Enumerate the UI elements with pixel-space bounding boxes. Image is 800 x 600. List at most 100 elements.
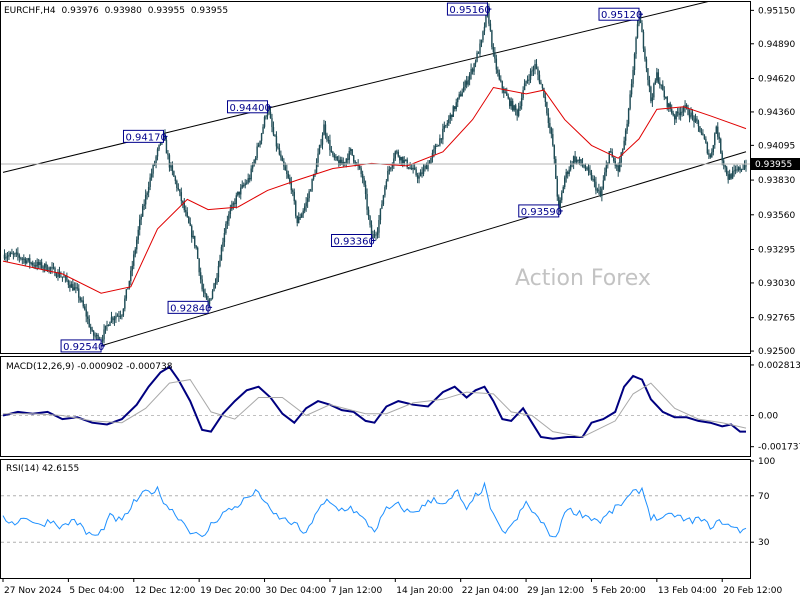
candle-body [244,183,246,186]
rsi-title: RSI(14) 42.6155 [6,464,79,474]
candle-body [601,188,603,197]
candle-body [682,107,685,112]
candle-body [599,191,602,197]
candle-body [584,167,587,170]
time-tick-label: 5 Feb 20:00 [592,586,646,596]
candle-body [43,263,46,268]
candle-body [409,167,411,169]
candle-body [222,242,224,248]
candle-body [471,68,474,72]
candle-body [234,203,236,205]
candle-body [167,153,169,156]
price-tick-label: 0.94360 [758,108,795,118]
candle-body [656,72,658,81]
candle-body [477,52,480,54]
candle-body [303,206,306,211]
candle-body [128,281,131,289]
candle-body [613,157,615,161]
candle-body [259,140,261,145]
candle-body [400,157,402,161]
time-tick-label: 19 Dec 20:00 [200,586,261,596]
rsi-line [2,481,747,538]
candle-body [476,52,478,62]
candle-body [565,171,567,178]
candle-body [320,144,322,146]
candle-body [721,152,723,161]
candle-body [538,74,541,83]
macd-tick-label: 0.00 [758,411,778,421]
swing-label: 0.93360 [334,237,375,248]
candle-body [489,23,492,31]
candle-body [173,171,175,177]
candle-body [191,225,193,238]
candle-body [232,203,235,205]
candle-body [633,53,636,70]
candle-body [106,325,108,327]
swing-label: 0.92840 [170,303,211,314]
candle-body [360,168,362,174]
candle-body [95,334,98,336]
candle-body [107,325,110,327]
candle-body [286,170,288,174]
candle-body [697,121,700,127]
candle-body [678,113,680,116]
candle-body [390,167,392,170]
candle-body [57,271,59,277]
candle-body [712,145,715,153]
candle-body [363,178,365,185]
candle-body [293,191,295,202]
candle-body [470,68,472,75]
price-tick-label: 0.94095 [758,141,795,151]
candle-body [711,152,713,158]
swing-label-box [227,100,269,114]
candle-body [446,123,449,126]
candle-body [26,260,28,264]
candle-body [336,156,339,161]
candle-body [333,155,336,158]
candle-body [482,31,484,40]
candle-body [626,123,628,131]
candle-body [193,235,196,246]
candle-body [60,276,62,278]
swing-label-box [60,339,102,353]
candle-body [528,79,530,81]
candle-body [745,165,747,167]
swing-label: 0.92540 [63,342,104,353]
swing-label: 0.94170 [125,132,166,143]
candle-body [443,125,446,129]
candle-body [520,98,523,107]
candle-body [139,219,141,230]
candle-body [525,80,527,84]
candle-body [183,202,185,211]
candle-body [393,158,395,164]
candle-body [458,94,460,98]
candle-body [662,84,664,91]
candle-body [342,162,344,165]
watermark: Action Forex [515,266,651,291]
candle-body [714,133,716,146]
candle-body [156,149,159,157]
candle-body [335,156,337,158]
candle-body [604,172,606,181]
candle-body [287,173,290,178]
price-tick-label: 0.94890 [758,40,795,50]
swing-label-box [518,204,560,218]
candle-body [247,178,249,183]
candle-body [277,146,279,149]
macd-signal-line [3,379,747,438]
candle-body [688,114,691,118]
candle-body [36,261,38,267]
time-tick-label: 14 Jan 20:00 [396,586,453,596]
candle-body [269,111,272,119]
candle-body [326,134,328,140]
macd-tick-label: -0.001737 [758,443,800,453]
candle-body [529,71,532,80]
ohlc-low: 0.93955 [148,6,185,16]
time-tick-label: 5 Dec 04:00 [69,586,124,596]
candle-body [668,103,670,107]
price-tick-label: 0.94620 [758,75,795,85]
candle-body [407,167,410,169]
candle-body [647,68,649,80]
candle-body [510,100,512,107]
candle-body [143,204,145,206]
